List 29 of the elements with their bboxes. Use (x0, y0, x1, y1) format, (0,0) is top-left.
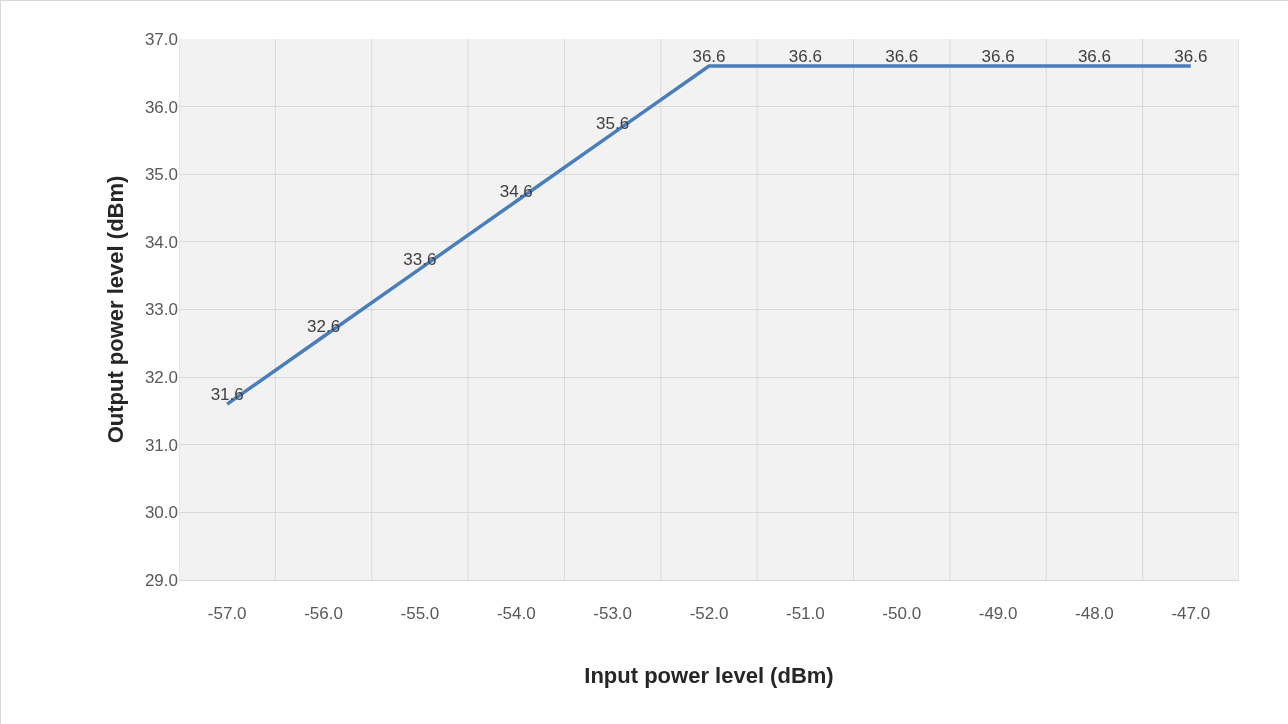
data-label: 33.6 (403, 249, 437, 269)
y-tick-label: 29.0 (144, 570, 178, 590)
x-tick-label: -51.0 (785, 604, 825, 624)
x-tick-label: -55.0 (400, 604, 440, 624)
y-tick-label: 34.0 (144, 232, 178, 252)
data-label: 36.6 (981, 46, 1015, 66)
y-tick-label: 33.0 (144, 300, 178, 320)
data-label: 36.6 (1174, 46, 1208, 66)
y-tick-label: 37.0 (144, 29, 178, 49)
data-label: 36.6 (1077, 46, 1111, 66)
x-tick-label: -49.0 (978, 604, 1018, 624)
y-axis-title: Output power level (dBm) (102, 175, 128, 444)
data-label: 36.6 (885, 46, 919, 66)
y-tick-label: 35.0 (144, 165, 178, 185)
y-tick-label: 36.0 (144, 97, 178, 117)
x-tick-label: -57.0 (207, 604, 247, 624)
x-tick-label: -47.0 (1171, 604, 1211, 624)
data-label: 36.6 (692, 46, 726, 66)
y-tick-label: 30.0 (144, 503, 178, 523)
x-tick-label: -50.0 (882, 604, 922, 624)
y-tick-label: 32.0 (144, 368, 178, 388)
x-tick-label: -54.0 (496, 604, 536, 624)
x-tick-label: -53.0 (593, 604, 633, 624)
y-tick-label: 31.0 (144, 435, 178, 455)
x-tick-label: -56.0 (304, 604, 343, 624)
x-tick-label: -48.0 (1075, 604, 1114, 624)
data-label: 36.6 (788, 46, 822, 66)
x-axis-title: Input power level (dBm) (584, 663, 834, 689)
x-tick-label: -52.0 (689, 604, 729, 624)
